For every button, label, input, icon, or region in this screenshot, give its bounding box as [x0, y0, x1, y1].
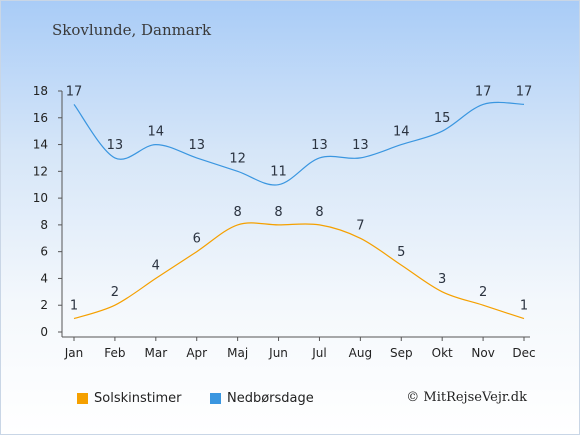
- y-tick-label: 18: [33, 84, 48, 98]
- legend-swatch-rain-days: [210, 393, 221, 404]
- y-tick-label: 14: [33, 138, 48, 152]
- y-tick-label: 16: [33, 111, 48, 125]
- data-label-rain-days: 14: [393, 125, 410, 140]
- data-label-rain-days: 12: [229, 151, 246, 166]
- legend-swatch-sunshine: [77, 393, 88, 404]
- series-layer: [73, 101, 525, 320]
- legend-label-rain-days: Nedbørsdage: [227, 391, 314, 406]
- data-label-sunshine: 1: [70, 299, 78, 314]
- x-tick-label: Jul: [311, 346, 326, 360]
- credit: © MitRejseVejr.dk: [406, 390, 527, 405]
- data-label-sunshine: 7: [356, 218, 364, 233]
- data-label-rain-days: 14: [148, 125, 165, 140]
- data-label-rain-days: 15: [434, 111, 451, 126]
- data-label-rain-days: 13: [107, 138, 124, 153]
- data-label-sunshine: 2: [479, 285, 487, 300]
- data-label-sunshine: 5: [397, 245, 405, 260]
- x-tick-label: Mar: [144, 346, 167, 360]
- data-label-rain-days: 17: [516, 84, 533, 99]
- series-line-rain-days: [73, 101, 525, 186]
- x-tick-label: Jun: [268, 346, 288, 360]
- x-tick-label: Nov: [471, 346, 494, 360]
- y-tick-label: 0: [40, 325, 48, 339]
- y-tick-label: 8: [40, 218, 48, 232]
- y-tick-label: 12: [33, 164, 48, 178]
- data-label-sunshine: 8: [233, 205, 241, 220]
- x-tick-label: Okt: [432, 346, 453, 360]
- x-tick-label: Dec: [512, 346, 535, 360]
- y-tick-label: 6: [40, 245, 48, 259]
- data-label-rain-days: 13: [188, 138, 205, 153]
- y-tick-label: 4: [40, 271, 48, 285]
- data-label-rain-days: 13: [311, 138, 328, 153]
- chart-title: Skovlunde, Danmark: [52, 21, 212, 39]
- data-label-sunshine: 6: [193, 232, 201, 247]
- x-tick-label: Maj: [227, 346, 248, 360]
- legend-item-sunshine: Solskinstimer: [77, 391, 181, 406]
- data-label-rain-days: 17: [475, 84, 492, 99]
- x-tick-label: Feb: [104, 346, 125, 360]
- data-label-sunshine: 2: [111, 285, 119, 300]
- data-label-sunshine: 8: [274, 205, 282, 220]
- data-label-sunshine: 3: [438, 272, 446, 287]
- data-label-sunshine: 8: [315, 205, 323, 220]
- y-tick-label: 2: [40, 298, 48, 312]
- data-label-sunshine: 4: [152, 258, 160, 273]
- x-tick-label: Apr: [186, 346, 207, 360]
- data-label-sunshine: 1: [520, 299, 528, 314]
- x-tick-label: Aug: [349, 346, 372, 360]
- x-tick-label: Jan: [64, 346, 84, 360]
- series-line-sunshine: [73, 222, 525, 320]
- y-tick-label: 10: [33, 191, 48, 205]
- x-tick-label: Sep: [390, 346, 413, 360]
- data-label-rain-days: 11: [270, 165, 287, 180]
- data-label-rain-days: 17: [66, 84, 83, 99]
- data-label-rain-days: 13: [352, 138, 369, 153]
- legend-item-rain-days: Nedbørsdage: [210, 391, 314, 406]
- legend-label-sunshine: Solskinstimer: [94, 391, 182, 406]
